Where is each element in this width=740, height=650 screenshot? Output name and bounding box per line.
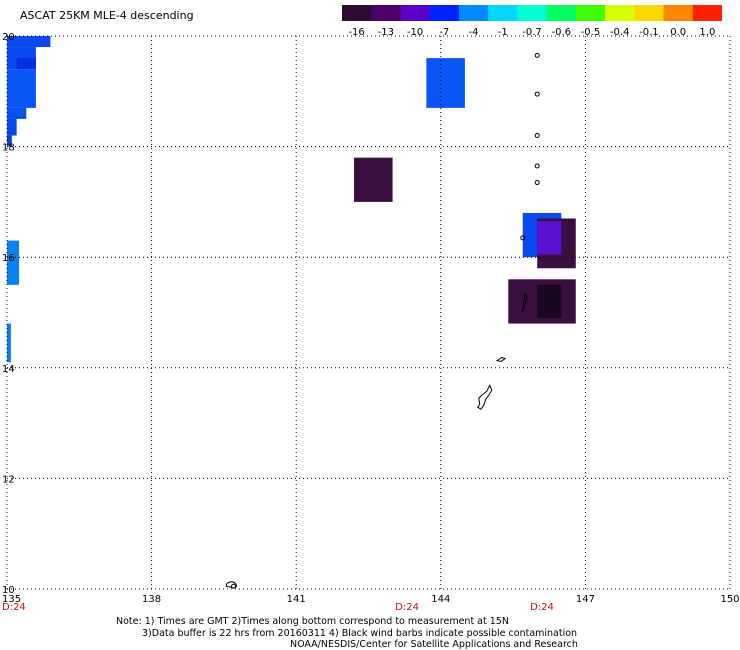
island-outline	[534, 163, 540, 169]
colorbar-swatch	[546, 5, 577, 21]
note-line-1: Note: 1) Times are GMT 2)Times along bot…	[116, 616, 509, 627]
lat-tick-label: 12	[2, 474, 15, 485]
note-line-3: NOAA/NESDIS/Center for Satellite Applica…	[290, 639, 578, 650]
colorbar-tick-label: -0.7	[522, 27, 542, 38]
colorbar-tick-label: -0.5	[581, 27, 601, 38]
colorbar-tick-label: 1.0	[699, 27, 715, 38]
colorbar-tick-label: -13	[378, 27, 394, 38]
colorbar-tick-label: -0.4	[610, 27, 630, 38]
wind-cell	[7, 118, 17, 136]
island-outline	[520, 235, 526, 241]
island-outline	[534, 180, 540, 186]
wind-cell	[7, 323, 11, 363]
colorbar-tick-label: -4	[469, 27, 479, 38]
time-label: D:24	[2, 602, 26, 613]
island-outline	[225, 581, 237, 589]
colorbar-swatch	[575, 5, 606, 21]
colorbar-swatch	[692, 5, 722, 21]
colorbar-swatch	[605, 5, 635, 21]
colorbar-tick-label: -1	[498, 27, 508, 38]
lat-tick-label: 20	[2, 32, 15, 43]
colorbar-tick-label: -0.6	[551, 27, 571, 38]
colorbar-tick-label: -16	[348, 27, 364, 38]
island-outline	[534, 52, 540, 58]
chart-title: ASCAT 25KM MLE-4 descending	[20, 9, 194, 22]
wind-cell	[7, 135, 12, 147]
lat-tick-label: 16	[2, 253, 15, 264]
wind-cell	[426, 58, 465, 108]
lat-tick-label: 14	[2, 364, 15, 375]
colorbar	[342, 5, 722, 21]
lon-tick-label: 141	[287, 594, 306, 605]
colorbar-swatch	[488, 5, 518, 21]
colorbar-tick-label: 0.0	[670, 27, 686, 38]
wind-cell	[7, 240, 20, 285]
colorbar-swatch	[342, 5, 372, 21]
colorbar-swatch	[371, 5, 401, 21]
lat-tick-label: 10	[2, 585, 15, 596]
colorbar-swatch	[517, 5, 548, 21]
note-line-2: 3)Data buffer is 22 hrs from 20160311 4)…	[142, 628, 578, 639]
wind-cell	[7, 107, 27, 119]
lon-tick-label: 138	[142, 594, 161, 605]
colorbar-swatch	[429, 5, 460, 21]
time-label: D:24	[530, 602, 554, 613]
colorbar-tick-label: -7	[439, 27, 449, 38]
saipan-outline	[521, 291, 528, 313]
rota-outline	[495, 356, 507, 363]
time-label: D:24	[395, 602, 419, 613]
colorbar-tick-label: -10	[407, 27, 423, 38]
wind-cell	[7, 69, 36, 108]
lon-tick-label: 144	[431, 594, 450, 605]
lon-tick-label: 147	[576, 594, 595, 605]
guam-outline	[477, 383, 493, 410]
colorbar-swatch	[458, 5, 489, 21]
colorbar-swatch	[400, 5, 431, 21]
lat-tick-label: 18	[2, 143, 15, 154]
wind-cell	[537, 221, 562, 255]
lon-tick-label: 135	[2, 594, 21, 605]
wind-cell	[354, 157, 393, 202]
wind-cell	[7, 36, 51, 48]
colorbar-swatch	[663, 5, 694, 21]
colorbar-swatch	[634, 5, 665, 21]
island-outline	[534, 133, 540, 139]
wind-cell	[16, 58, 36, 70]
island-outline	[534, 91, 540, 97]
colorbar-tick-label: -0.1	[639, 27, 659, 38]
lon-tick-label: 150	[720, 594, 739, 605]
wind-cell	[537, 284, 562, 319]
